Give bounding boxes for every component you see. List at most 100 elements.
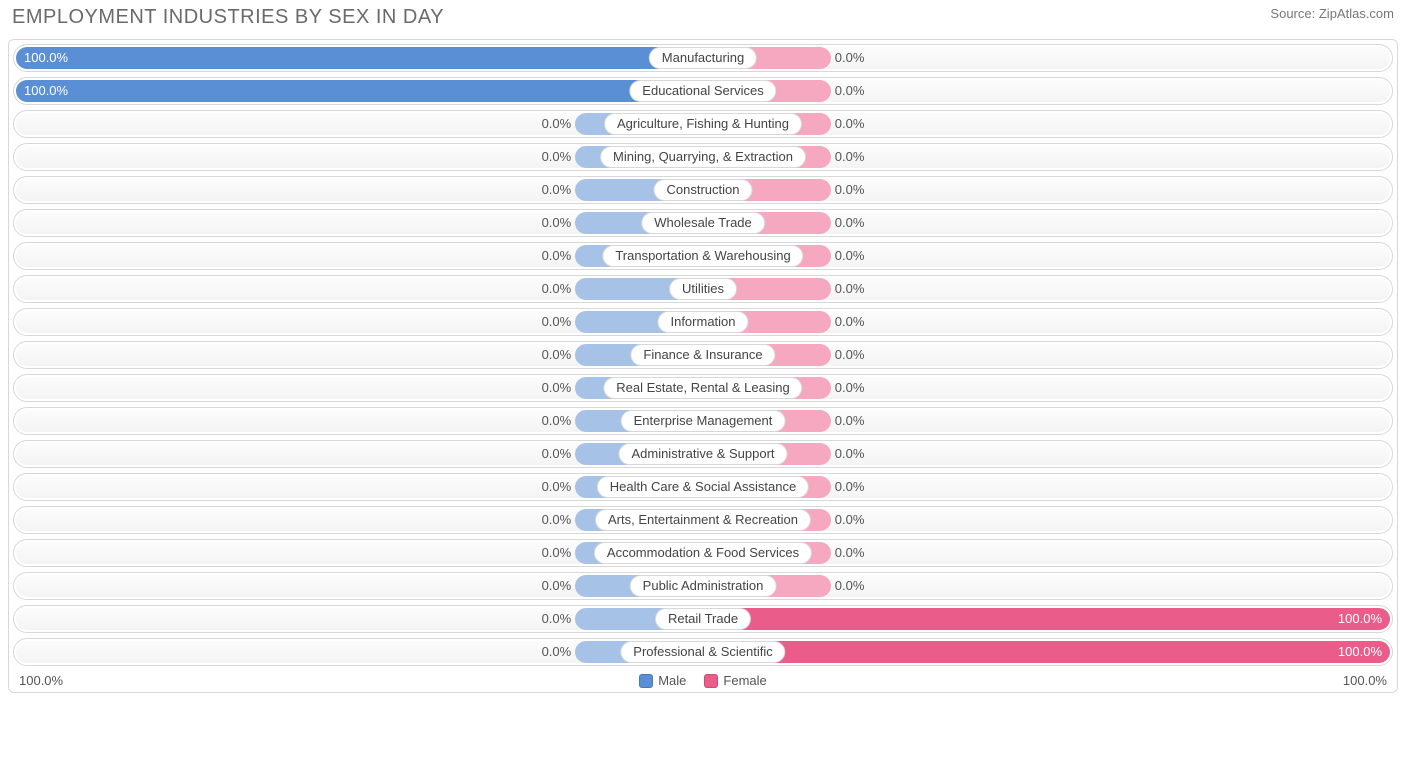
chart-row: Educational Services100.0%0.0% [13,77,1393,105]
chart-row: Manufacturing 100.0% 0.0% [13,44,1393,72]
axis-left-label: 100.0% [19,673,63,688]
diverging-bar-chart: Manufacturing 100.0% 0.0% Educational Servi… [8,39,1398,693]
female-value-label: 0.0% [835,410,865,432]
chart-row: Transportation & Warehousing 0.0% 0.0% [13,242,1393,270]
category-label: Wholesale Trade [641,212,765,234]
chart-row-track: Utilities 0.0% 0.0% [16,278,1390,300]
chart-row-track: Public Administration0.0%0.0% [16,575,1390,597]
category-label: Manufacturing [649,47,757,69]
male-value-label: 0.0% [542,443,572,465]
chart-row-track: Enterprise Management0.0%0.0% [16,410,1390,432]
legend-swatch [639,674,653,688]
male-value-label: 0.0% [542,509,572,531]
female-value-label: 0.0% [835,245,865,267]
female-value-label: 0.0% [835,278,865,300]
source-label: Source: [1270,6,1315,21]
male-value-label: 0.0% [542,146,572,168]
chart-footer: 100.0%MaleFemale100.0% [13,671,1393,692]
chart-row-track: Accommodation & Food Services0.0%0.0% [16,542,1390,564]
male-value-label: 0.0% [542,278,572,300]
chart-row: Accommodation & Food Services0.0%0.0% [13,539,1393,567]
male-value-label: 0.0% [542,410,572,432]
chart-row: Real Estate, Rental & Leasing 0.0% 0.0% [13,374,1393,402]
female-value-label: 0.0% [835,179,865,201]
male-bar [16,80,703,102]
chart-row-track: Finance & Insurance0.0%0.0% [16,344,1390,366]
chart-row: Finance & Insurance0.0%0.0% [13,341,1393,369]
male-value-label: 0.0% [542,377,572,399]
chart-row-track: Educational Services100.0%0.0% [16,80,1390,102]
category-label: Finance & Insurance [630,344,775,366]
category-label: Construction [654,179,753,201]
category-label: Retail Trade [655,608,751,630]
chart-row: Administrative & Support0.0%0.0% [13,440,1393,468]
legend-swatch [704,674,718,688]
chart-source: Source: ZipAtlas.com [1270,6,1394,21]
chart-row: Agriculture, Fishing & Hunting0.0%0.0% [13,110,1393,138]
male-value-label: 0.0% [542,476,572,498]
female-value-label: 100.0% [1338,608,1382,630]
category-label: Professional & Scientific [620,641,785,663]
male-value-label: 0.0% [542,179,572,201]
chart-row-track: Professional & Scientific 0.0% 100.0% [16,641,1390,663]
category-label: Accommodation & Food Services [594,542,812,564]
female-value-label: 0.0% [835,47,865,69]
chart-row: Health Care & Social Assistance 0.0% 0.0% [13,473,1393,501]
female-value-label: 100.0% [1338,641,1382,663]
category-label: Utilities [669,278,737,300]
chart-row: Retail Trade 0.0% 100.0% [13,605,1393,633]
legend-item: Female [704,673,766,688]
category-label: Health Care & Social Assistance [597,476,809,498]
chart-title: EMPLOYMENT INDUSTRIES BY SEX IN DAY [12,6,444,29]
male-value-label: 0.0% [542,245,572,267]
category-label: Mining, Quarrying, & Extraction [600,146,806,168]
male-value-label: 0.0% [542,212,572,234]
category-label: Administrative & Support [618,443,787,465]
chart-row-track: Administrative & Support0.0%0.0% [16,443,1390,465]
chart-row: Enterprise Management0.0%0.0% [13,407,1393,435]
chart-header: EMPLOYMENT INDUSTRIES BY SEX IN DAY Sour… [8,4,1398,39]
chart-row: Professional & Scientific 0.0% 100.0% [13,638,1393,666]
legend-item: Male [639,673,686,688]
male-value-label: 0.0% [542,641,572,663]
category-label: Real Estate, Rental & Leasing [603,377,802,399]
category-label: Educational Services [629,80,776,102]
male-value-label: 0.0% [542,608,572,630]
female-value-label: 0.0% [835,377,865,399]
chart-row-track: Transportation & Warehousing 0.0% 0.0% [16,245,1390,267]
male-value-label: 0.0% [542,113,572,135]
chart-row-track: Real Estate, Rental & Leasing 0.0% 0.0% [16,377,1390,399]
female-value-label: 0.0% [835,146,865,168]
male-value-label: 0.0% [542,311,572,333]
chart-row: Public Administration0.0%0.0% [13,572,1393,600]
chart-row-track: Health Care & Social Assistance 0.0% 0.0% [16,476,1390,498]
male-value-label: 0.0% [542,344,572,366]
male-value-label: 100.0% [24,80,68,102]
category-label: Arts, Entertainment & Recreation [595,509,811,531]
chart-row: Information0.0%0.0% [13,308,1393,336]
legend-label: Female [723,673,766,688]
category-label: Public Administration [630,575,777,597]
legend: Male Female [639,673,767,688]
female-bar [703,641,1390,663]
chart-row: Wholesale Trade 0.0% 0.0% [13,209,1393,237]
chart-row-track: Agriculture, Fishing & Hunting0.0%0.0% [16,113,1390,135]
source-name: ZipAtlas.com [1319,6,1394,21]
chart-row-track: Construction 0.0% 0.0% [16,179,1390,201]
chart-row-track: Arts, Entertainment & Recreation 0.0% 0.0% [16,509,1390,531]
chart-row-track: Mining, Quarrying, & Extraction 0.0% 0.0% [16,146,1390,168]
category-label: Transportation & Warehousing [602,245,803,267]
female-value-label: 0.0% [835,212,865,234]
male-value-label: 100.0% [24,47,68,69]
chart-row-track: Manufacturing 100.0% 0.0% [16,47,1390,69]
female-value-label: 0.0% [835,509,865,531]
chart-row: Arts, Entertainment & Recreation 0.0% 0.0% [13,506,1393,534]
chart-row: Utilities 0.0% 0.0% [13,275,1393,303]
category-label: Information [657,311,748,333]
male-bar [16,47,703,69]
female-bar [703,608,1390,630]
female-value-label: 0.0% [835,575,865,597]
female-value-label: 0.0% [835,113,865,135]
legend-label: Male [658,673,686,688]
female-value-label: 0.0% [835,476,865,498]
